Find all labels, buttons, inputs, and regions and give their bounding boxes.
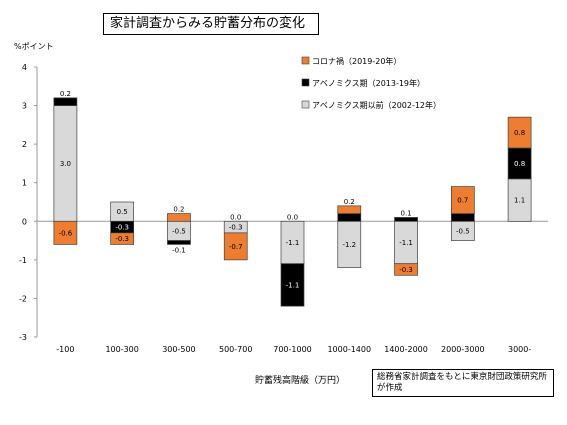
- y-tick-label: 4: [22, 63, 27, 72]
- data-label: -0.3: [229, 224, 243, 232]
- x-tick-label: 500-700: [219, 345, 252, 354]
- x-tick-label: 700-1000: [273, 345, 312, 354]
- y-tick-label: -1: [19, 256, 27, 265]
- data-label: 0.8: [514, 129, 525, 137]
- bar-segment: [223, 232, 248, 261]
- source-note: 総務省家計調査をもとに東京財団政策研究所が作成: [372, 369, 554, 397]
- data-label: -0.1: [172, 246, 186, 254]
- legend-swatch: [301, 78, 310, 87]
- x-tick-label: 300-500: [162, 345, 195, 354]
- x-tick-label: 1000-1400: [327, 345, 371, 354]
- bar-segment: [167, 240, 191, 245]
- data-label: -1.1: [399, 239, 413, 247]
- legend-label: コロナ禍（2019-20年）: [312, 56, 401, 66]
- y-tick-label: 0: [22, 217, 27, 226]
- bar-segment: [337, 213, 362, 222]
- y-tick-label: -3: [19, 333, 27, 342]
- data-label: -1.1: [286, 281, 300, 289]
- data-label: -0.3: [115, 235, 129, 243]
- bar-segment: [450, 186, 475, 214]
- bars: 3.0 0.2 -0.6 0.5 -0.3 -0.3 -0.5 -0.1 0.2 -0.3 0.0 -…: [53, 90, 532, 307]
- bar-segment: [53, 220, 78, 245]
- y-axis-unit: %ポイント: [14, 42, 54, 51]
- bar-segment: [167, 213, 191, 222]
- data-label: -1.2: [342, 241, 356, 249]
- data-label: -0.3: [115, 224, 129, 232]
- x-tick-label: 1400-2000: [384, 345, 428, 354]
- bar-segment: [507, 116, 532, 149]
- bar-segment: [337, 205, 362, 214]
- data-label: 0.1: [400, 209, 411, 217]
- data-label: 0.2: [173, 206, 184, 214]
- data-label: -0.3: [399, 266, 413, 274]
- y-tick-label: 2: [22, 140, 27, 149]
- bar-segment: [280, 263, 305, 307]
- data-label: 0.0: [230, 213, 241, 221]
- x-tick-label: 3000-: [508, 345, 531, 354]
- x-tick-label: 2000-3000: [441, 345, 485, 354]
- chart-title: 家計調査からみる貯蓄分布の変化: [103, 13, 319, 35]
- data-label: 0.7: [457, 197, 468, 205]
- y-tick-label: 3: [22, 102, 27, 111]
- bar-segment: [450, 213, 475, 222]
- y-tick-label: -2: [19, 294, 27, 303]
- x-tick-label: 100-300: [105, 345, 138, 354]
- legend: コロナ禍（2019-20年） アベノミクス期（2013-19年） アベノミクス期以前…: [301, 56, 441, 110]
- data-label: -0.7: [229, 243, 243, 251]
- data-label: -0.6: [59, 229, 73, 237]
- data-label: 0.2: [344, 198, 355, 206]
- data-label: -0.5: [456, 227, 470, 235]
- data-label: 0.2: [60, 90, 71, 98]
- data-label: -1.1: [286, 239, 300, 247]
- data-label: 0.0: [287, 213, 298, 221]
- data-label: 0.8: [514, 160, 525, 168]
- legend-label: アベノミクス期（2013-19年）: [312, 78, 425, 88]
- bar-segment: [110, 232, 135, 245]
- data-label: -0.5: [172, 227, 186, 235]
- bar-segment: [53, 97, 78, 106]
- x-axis-label: 貯蓄残高階級（万円）: [255, 376, 346, 386]
- y-tick-label: 1: [22, 179, 27, 188]
- data-label: 1.1: [514, 197, 525, 205]
- x-tick-label: -100: [56, 345, 74, 354]
- data-label: 0.5: [117, 208, 128, 216]
- legend-swatch: [301, 56, 310, 65]
- data-label: 3.0: [60, 160, 71, 168]
- legend-swatch: [301, 100, 310, 109]
- bar-segment: [394, 217, 418, 222]
- legend-label: アベノミクス期以前（2002-12年）: [312, 100, 441, 110]
- bar-segment: [394, 263, 418, 276]
